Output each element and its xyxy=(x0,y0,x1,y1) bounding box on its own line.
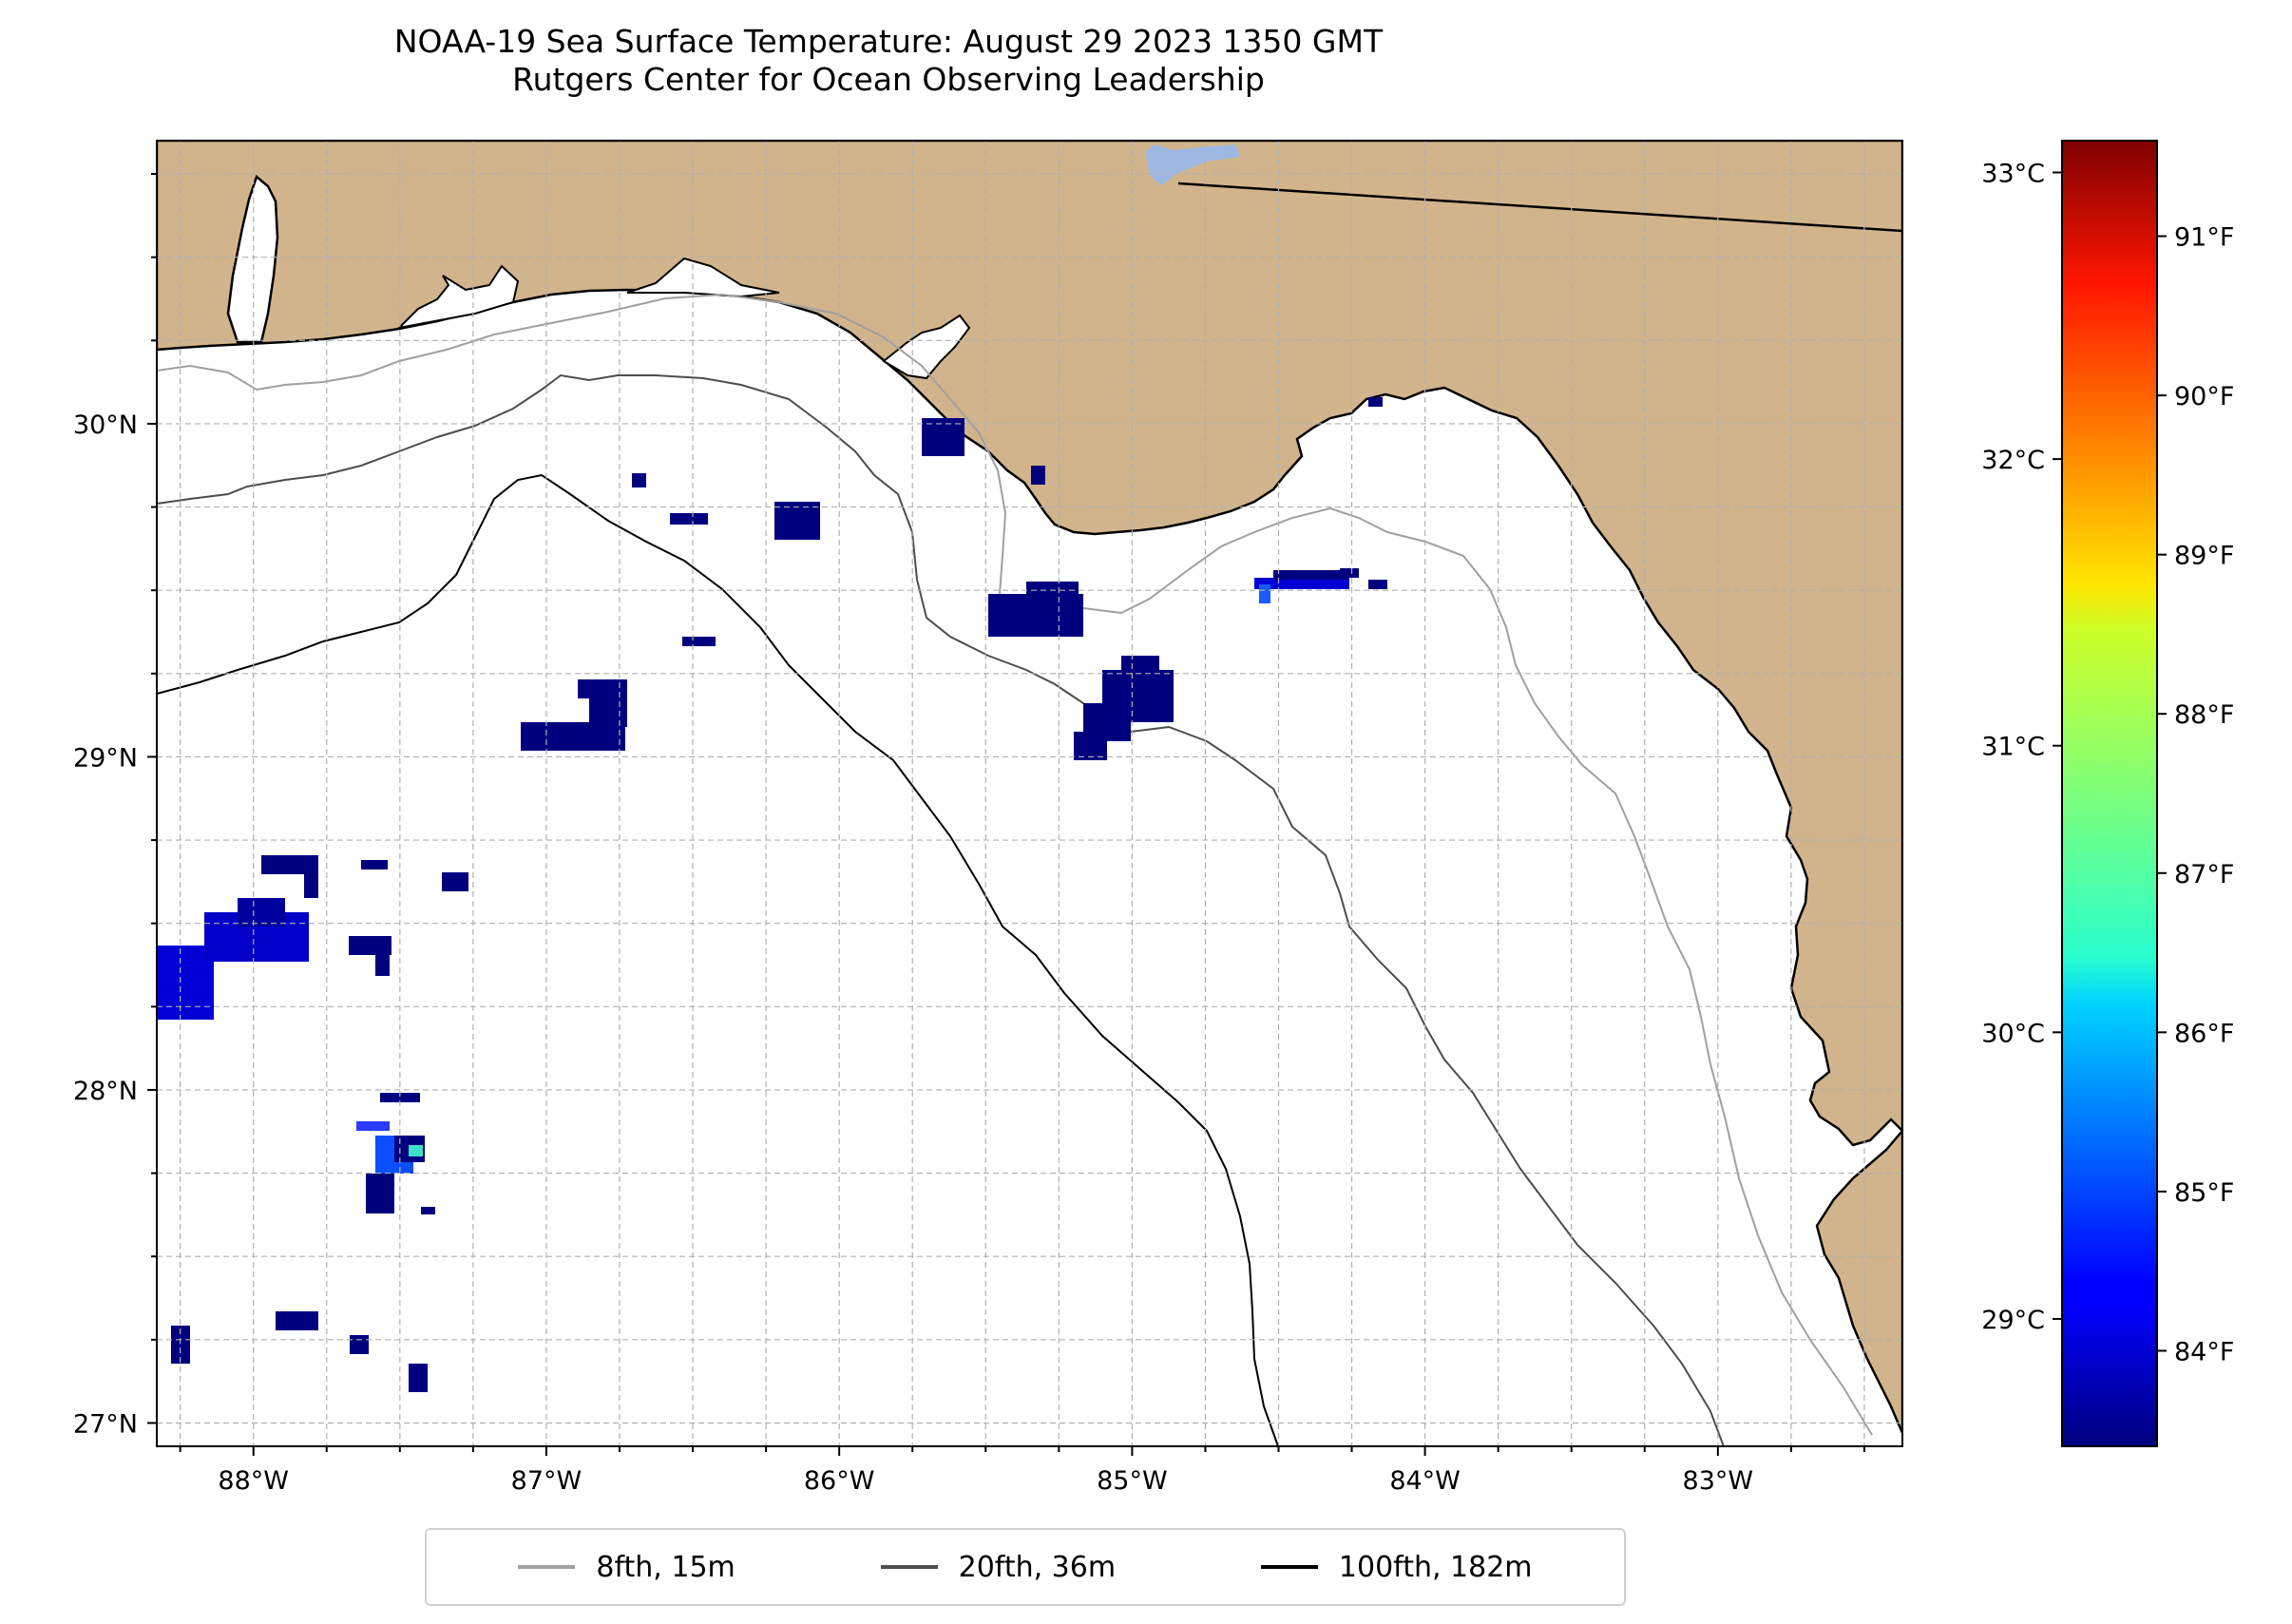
lon-tick-label: 88°W xyxy=(218,1466,289,1496)
colorbar-c-label: 29°C xyxy=(1981,1306,2045,1335)
sst-data-pixels xyxy=(157,397,1387,1392)
colorbar-c-label: 33°C xyxy=(1981,160,2045,189)
contour-legend: 8fth, 15m 20fth, 36m 100fth, 182m xyxy=(425,1528,1626,1606)
legend-item-20fth: 20fth, 36m xyxy=(880,1550,1117,1584)
colorbar-c-label: 30°C xyxy=(1981,1019,2045,1048)
colorbar-f-label: 90°F xyxy=(2174,382,2234,411)
gridlines xyxy=(157,141,1902,1446)
lat-tick-label: 30°N xyxy=(73,411,138,440)
lon-tick-label: 86°W xyxy=(804,1466,875,1496)
colorbar-f-label: 91°F xyxy=(2174,223,2234,253)
colorbar-gradient xyxy=(2061,140,2158,1447)
mobile-bay xyxy=(226,174,279,344)
contour-100fth xyxy=(157,473,1279,1446)
lat-tick-label: 28°N xyxy=(73,1077,138,1106)
lon-tick-label: 84°W xyxy=(1389,1466,1461,1496)
legend-label-8fth: 8fth, 15m xyxy=(596,1550,735,1584)
map-subtitle: Rutgers Center for Ocean Observing Leade… xyxy=(512,61,1265,98)
state-boundary xyxy=(1177,182,1902,233)
map-title: NOAA-19 Sea Surface Temperature: August … xyxy=(393,23,1384,60)
legend-label-20fth: 20fth, 36m xyxy=(958,1550,1117,1584)
colorbar-f-label: 88°F xyxy=(2174,700,2234,730)
colorbar-c-label: 32°C xyxy=(1981,446,2045,475)
colorbar-f-label: 84°F xyxy=(2174,1337,2234,1366)
lon-tick-label: 87°W xyxy=(511,1466,583,1496)
colorbar: 29°C 30°C 31°C 32°C 33°C 84°F 85°F 86°F 87°F 88°… xyxy=(1981,140,2234,1447)
contour-8fth xyxy=(157,293,1873,1436)
legend-item-8fth: 8fth, 15m xyxy=(518,1551,735,1584)
st-andrew-bay xyxy=(882,314,971,380)
map-area xyxy=(157,141,1902,1446)
lon-tick-label: 83°W xyxy=(1683,1466,1754,1496)
contour-20fth xyxy=(157,373,1725,1446)
legend-swatch-100fth xyxy=(1260,1565,1318,1569)
pensacola-bay xyxy=(396,264,520,330)
colorbar-celsius-axis: 29°C 30°C 31°C 32°C 33°C xyxy=(1981,160,2062,1335)
colorbar-f-label: 86°F xyxy=(2174,1019,2234,1048)
lat-tick-label: 29°N xyxy=(73,743,138,773)
colorbar-fahrenheit-axis: 84°F 85°F 86°F 87°F 88°F 89°F 90°F 91°F xyxy=(2157,223,2234,1366)
legend-swatch-20fth xyxy=(880,1565,938,1569)
colorbar-f-label: 87°F xyxy=(2174,860,2234,889)
colorbar-c-label: 31°C xyxy=(1981,733,2045,762)
lon-tick-label: 85°W xyxy=(1097,1466,1168,1496)
map-frame xyxy=(156,140,1903,1447)
legend-swatch-8fth xyxy=(518,1565,576,1569)
longitude-axis: 88°W 87°W 86°W 85°W 84°W 83°W xyxy=(179,1446,1865,1496)
lat-tick-label: 27°N xyxy=(73,1409,138,1439)
inland-lake xyxy=(1145,144,1240,185)
legend-item-100fth: 100fth, 182m xyxy=(1260,1550,1533,1584)
legend-label-100fth: 100fth, 182m xyxy=(1338,1550,1533,1584)
colorbar-f-label: 89°F xyxy=(2174,542,2234,571)
colorbar-f-label: 85°F xyxy=(2174,1178,2234,1208)
latitude-axis: 27°N 28°N 29°N 30°N xyxy=(73,173,157,1439)
